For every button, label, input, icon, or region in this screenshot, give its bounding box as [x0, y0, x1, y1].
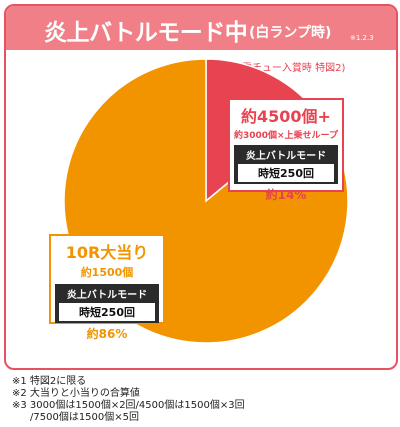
- chart-note-ref: ※1.2.3: [350, 34, 374, 42]
- mode-title-10r: 炎上バトルモード: [66, 290, 148, 301]
- chart-card: 炎上バトルモード中 (白ランプ時) ※1.2.3 (電チュー入賞時 特図2) 約…: [4, 4, 398, 370]
- footnote-1: ※1 特図2に限る: [12, 376, 87, 387]
- slice-percent-fever: 約14%: [265, 188, 307, 202]
- chart-title: 炎上バトルモード中: [44, 20, 248, 46]
- slice-label-10r-detail: 約1500個: [80, 266, 134, 279]
- footnotes: ※1 特図2に限る ※2 大当りと小当りの合算値 ※3 3000個は1500個×…: [12, 376, 245, 424]
- mode-value-10r: 時短250回: [59, 303, 155, 321]
- mode-box-10r: 炎上バトルモード 時短250回: [55, 284, 159, 323]
- mode-title-fever: 炎上バトルモード: [245, 151, 327, 162]
- slice-percent-10r: 約86%: [86, 327, 128, 341]
- chart-condition: (電チュー入賞時 特図2): [238, 63, 346, 74]
- footnote-3: ※3 3000個は1500個×2回/4500個は1500個×3回: [12, 400, 245, 411]
- slice-label-fever: 約4500個+ 約3000個×上乗せループ 炎上バトルモード 時短250回 約1…: [228, 98, 344, 202]
- footnote-3-cont: /7500個は1500個×5回: [30, 412, 140, 423]
- slice-label-fever-detail: 約3000個×上乗せループ: [233, 131, 339, 141]
- slice-label-10r-main: 10R大当り: [65, 243, 149, 262]
- mode-value-fever: 時短250回: [238, 164, 334, 182]
- chart-header: 炎上バトルモード中 (白ランプ時) ※1.2.3: [6, 6, 396, 50]
- slice-label-fever-main: 約4500個+: [241, 107, 331, 126]
- mode-box-fever: 炎上バトルモード 時短250回: [234, 145, 338, 184]
- slice-label-10r: 10R大当り 約1500個 炎上バトルモード 時短250回 約86%: [49, 234, 165, 341]
- footnote-2: ※2 大当りと小当りの合算値: [12, 388, 140, 399]
- chart-subtitle: (白ランプ時): [249, 25, 332, 41]
